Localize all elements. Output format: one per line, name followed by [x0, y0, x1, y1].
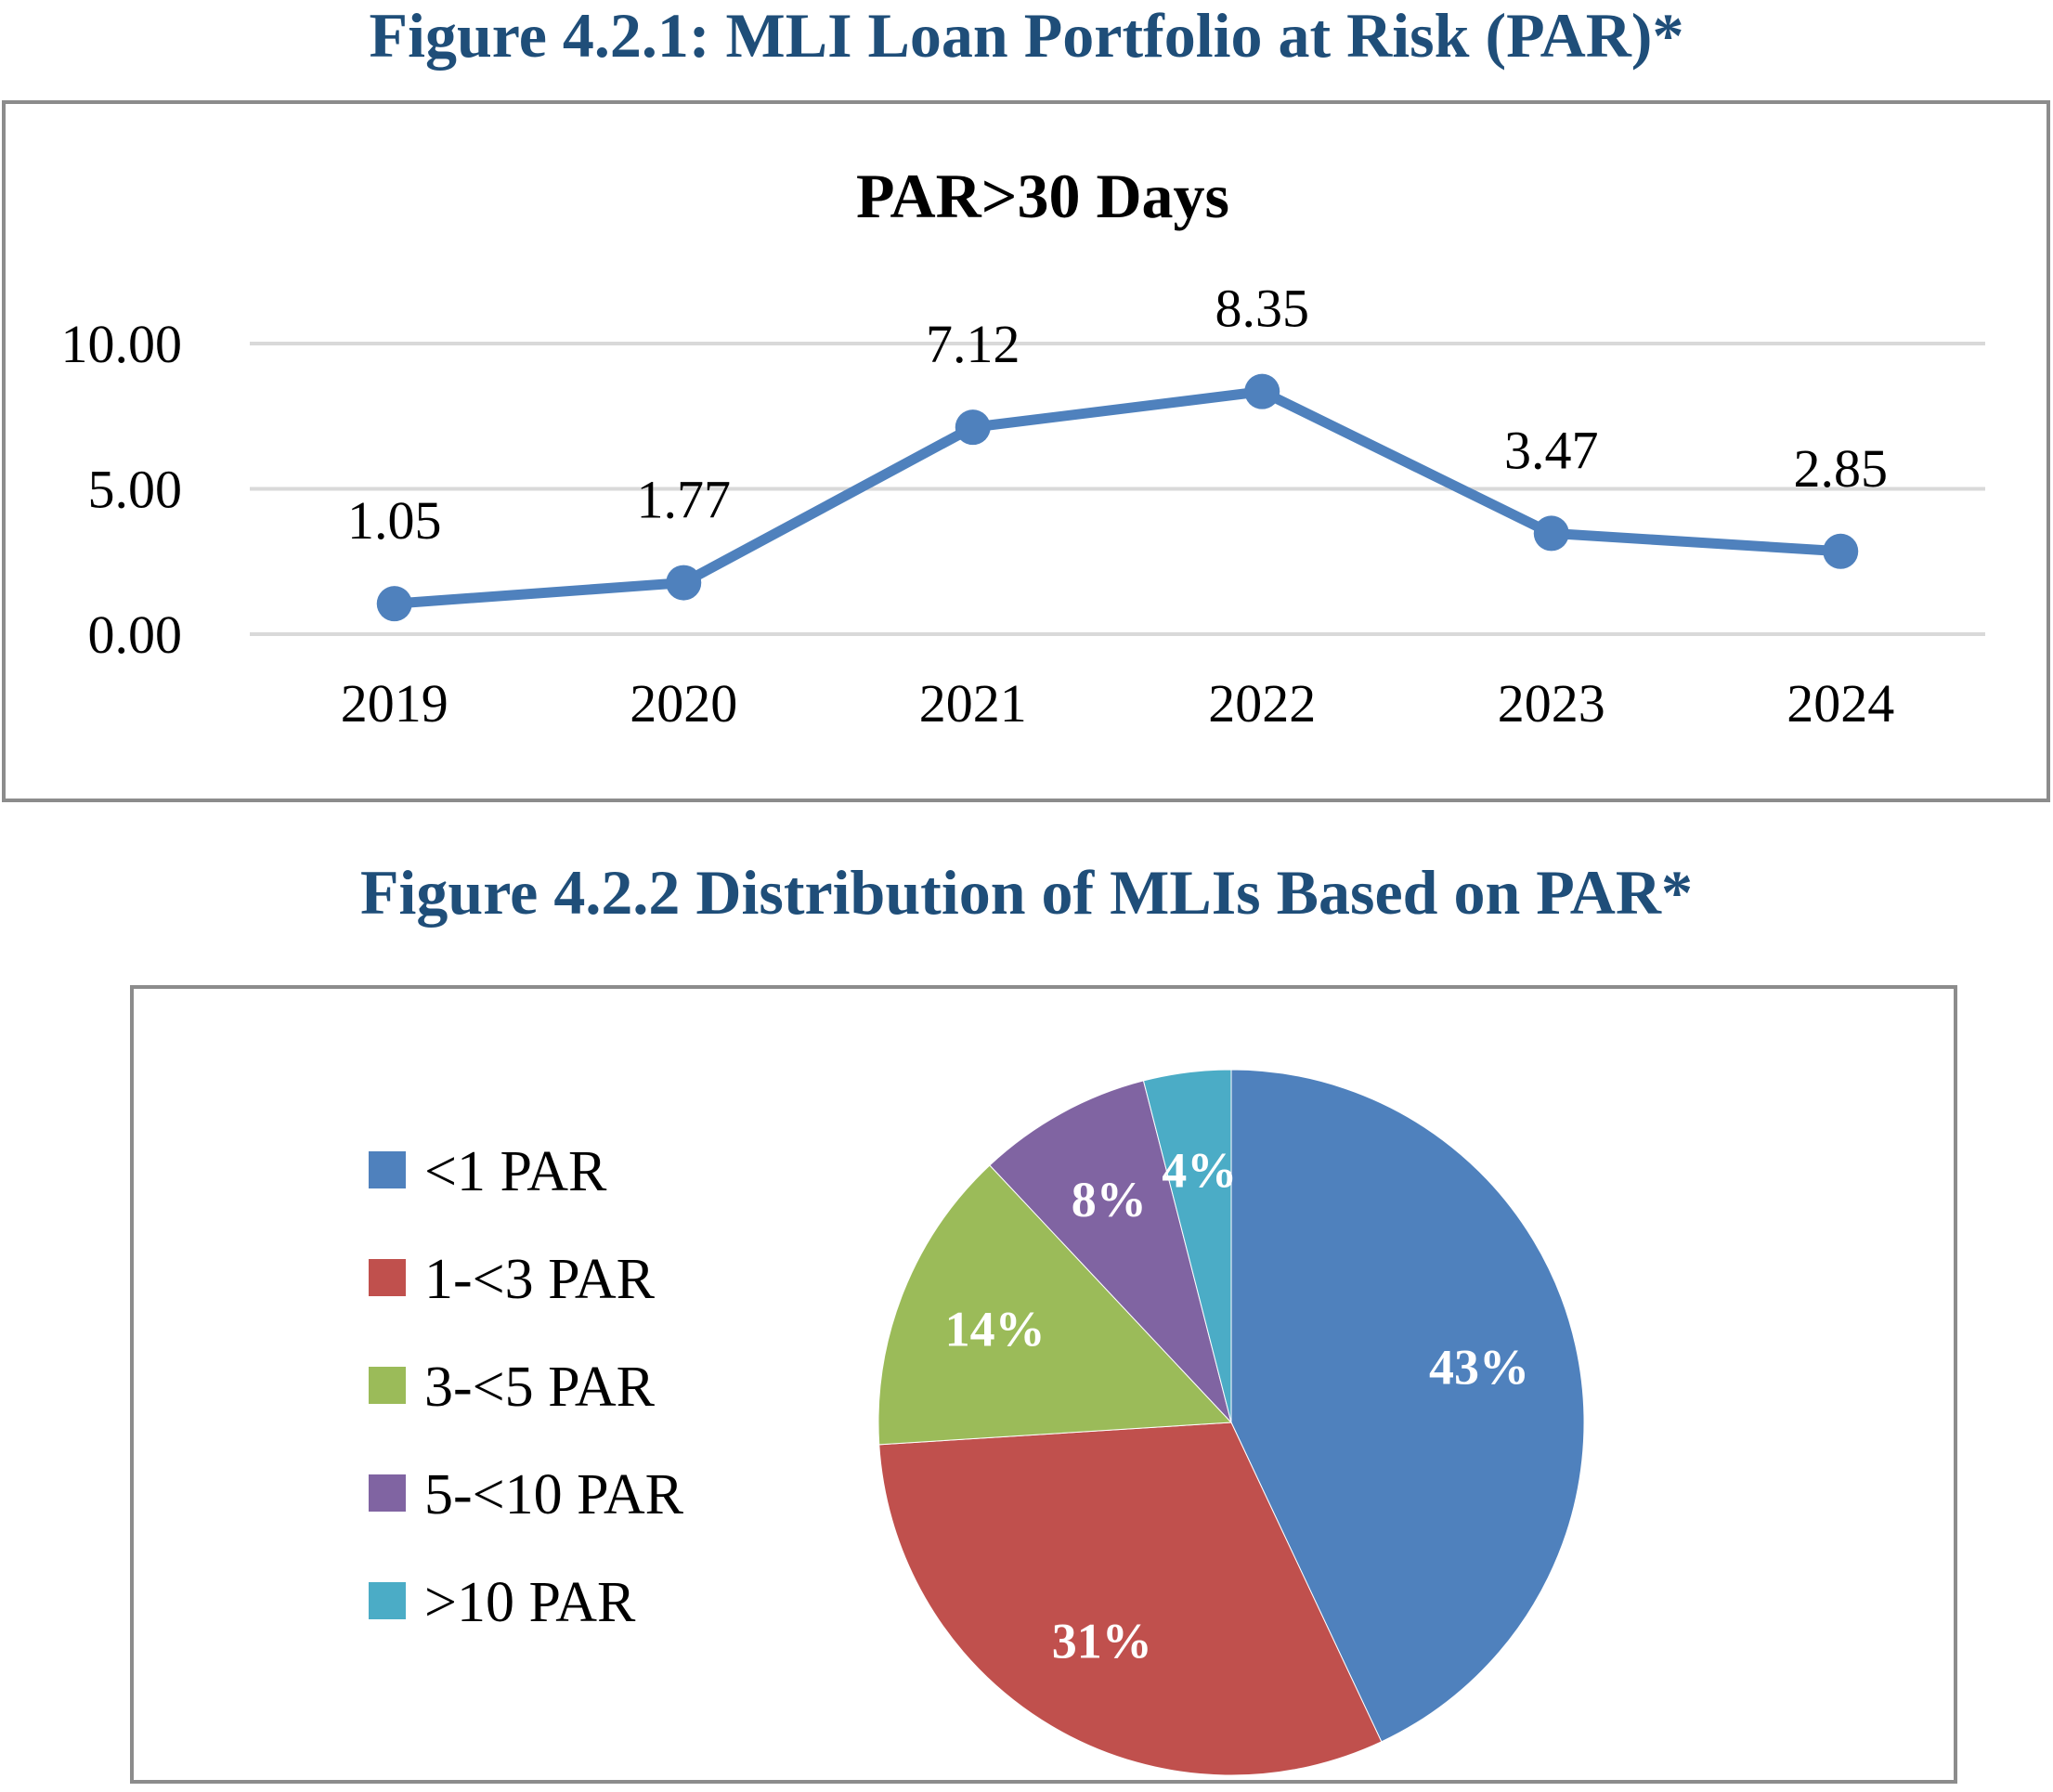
y-tick-label: 5.00	[88, 460, 183, 520]
par-distribution-pie-chart: <1 PAR 1-<3 PAR 3-<5 PAR 5-<10 PAR >10 PAR 4…	[130, 985, 1957, 1784]
pie-slice-label-3: 14%	[945, 1301, 1046, 1357]
line-chart-series	[389, 386, 1846, 609]
legend-swatch-5	[369, 1582, 406, 1619]
par-series-line	[389, 386, 1846, 609]
legend-label-2: 1-<3 PAR	[424, 1248, 656, 1311]
legend-swatch-2	[369, 1259, 406, 1296]
x-tick-label-2020: 2020	[630, 673, 737, 734]
par-line-chart: PAR>30 Days 0.00 5.00 10.00 2019 2020 2021 20…	[2, 100, 2050, 802]
data-label-2021: 7.12	[926, 314, 1020, 374]
data-point-2019	[376, 586, 412, 622]
data-point-2024	[1823, 533, 1859, 569]
par-distribution-pie-svg: <1 PAR 1-<3 PAR 3-<5 PAR 5-<10 PAR >10 PAR 4…	[369, 1069, 1585, 1776]
x-tick-label-2022: 2022	[1208, 673, 1316, 734]
y-tick-label: 10.00	[61, 314, 183, 374]
pie-slice-label-1: 43%	[1429, 1339, 1529, 1395]
legend-label-4: 5-<10 PAR	[424, 1463, 684, 1526]
line-chart-gridlines	[250, 342, 1985, 636]
x-tick-label-2021: 2021	[919, 673, 1027, 734]
data-label-2024: 2.85	[1794, 438, 1889, 499]
pie-slice-5	[1142, 1069, 1232, 1423]
data-point-2020	[666, 565, 702, 601]
line-chart-points	[376, 373, 1859, 622]
line-chart-x-axis: 2019 2020 2021 2022 2023 2024	[341, 673, 1895, 734]
x-tick-label-2019: 2019	[341, 673, 448, 734]
pie-slice-1	[1230, 1069, 1585, 1743]
x-tick-label-2024: 2024	[1787, 673, 1894, 734]
legend-label-1: <1 PAR	[424, 1140, 607, 1203]
data-point-2023	[1533, 515, 1569, 552]
legend-swatch-4	[369, 1474, 406, 1512]
data-point-2022	[1244, 373, 1280, 409]
pie-slice-3	[877, 1164, 1233, 1446]
pie-slice-4	[989, 1080, 1232, 1423]
data-label-2020: 1.77	[637, 470, 732, 530]
data-label-2019: 1.05	[347, 490, 442, 551]
pie-slice-label-4: 8%	[1072, 1172, 1147, 1227]
x-tick-label-2023: 2023	[1498, 673, 1605, 734]
figure-4-2-2-title: Figure 4.2.2 Distribution of MLIs Based …	[359, 857, 1693, 928]
pie-slice-2	[878, 1422, 1383, 1776]
legend-swatch-1	[369, 1151, 406, 1188]
line-chart-title: PAR>30 Days	[856, 161, 1229, 231]
data-point-2021	[955, 409, 991, 446]
legend-label-5: >10 PAR	[424, 1571, 636, 1634]
data-label-2022: 8.35	[1215, 279, 1310, 339]
figure-4-2-1-title: Figure 4.2.1: MLI Loan Portfolio at Risk…	[369, 0, 1684, 71]
pie-slice-label-5: 4%	[1162, 1143, 1237, 1199]
data-label-2023: 3.47	[1504, 420, 1599, 480]
line-chart-data-labels: 1.05 1.77 7.12 8.35 3.47 2.85	[347, 279, 1888, 551]
pie-chart-legend: <1 PAR 1-<3 PAR 3-<5 PAR 5-<10 PAR >10 PAR	[369, 1140, 684, 1634]
pie-slice-label-2: 31%	[1052, 1613, 1152, 1669]
legend-label-3: 3-<5 PAR	[424, 1356, 656, 1419]
y-tick-label: 0.00	[88, 604, 183, 665]
legend-swatch-3	[369, 1367, 406, 1404]
pie-chart-slices	[877, 1069, 1585, 1776]
line-chart-y-axis: 0.00 5.00 10.00	[61, 314, 183, 665]
pie-chart-slice-labels: 43% 31% 14% 8% 4%	[945, 1143, 1529, 1669]
